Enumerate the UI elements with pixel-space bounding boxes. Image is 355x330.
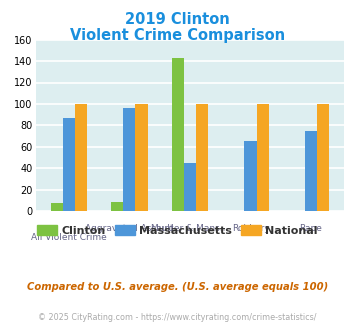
Bar (172, 58, 184, 211)
Bar (305, 131, 317, 211)
Bar (111, 202, 123, 211)
Text: Rape: Rape (300, 224, 322, 233)
Bar (75, 104, 87, 211)
Bar (317, 104, 329, 211)
Bar (135, 104, 148, 211)
Bar (51, 203, 63, 211)
Bar (196, 104, 208, 211)
Text: Violent Crime Comparison: Violent Crime Comparison (70, 28, 285, 43)
Bar (63, 118, 75, 211)
Text: All Violent Crime: All Violent Crime (31, 233, 107, 242)
Bar (184, 163, 196, 211)
Text: Aggravated Assault: Aggravated Assault (85, 224, 174, 233)
Text: Murder & Mans...: Murder & Mans... (151, 224, 229, 233)
Bar (123, 108, 135, 211)
Legend: Clinton, Massachusetts, National: Clinton, Massachusetts, National (33, 221, 322, 240)
Text: Robbery: Robbery (232, 224, 269, 233)
Text: © 2025 CityRating.com - https://www.cityrating.com/crime-statistics/: © 2025 CityRating.com - https://www.city… (38, 314, 317, 322)
Text: Compared to U.S. average. (U.S. average equals 100): Compared to U.S. average. (U.S. average … (27, 282, 328, 292)
Bar (257, 104, 269, 211)
Text: 2019 Clinton: 2019 Clinton (125, 12, 230, 26)
Bar (245, 142, 257, 211)
